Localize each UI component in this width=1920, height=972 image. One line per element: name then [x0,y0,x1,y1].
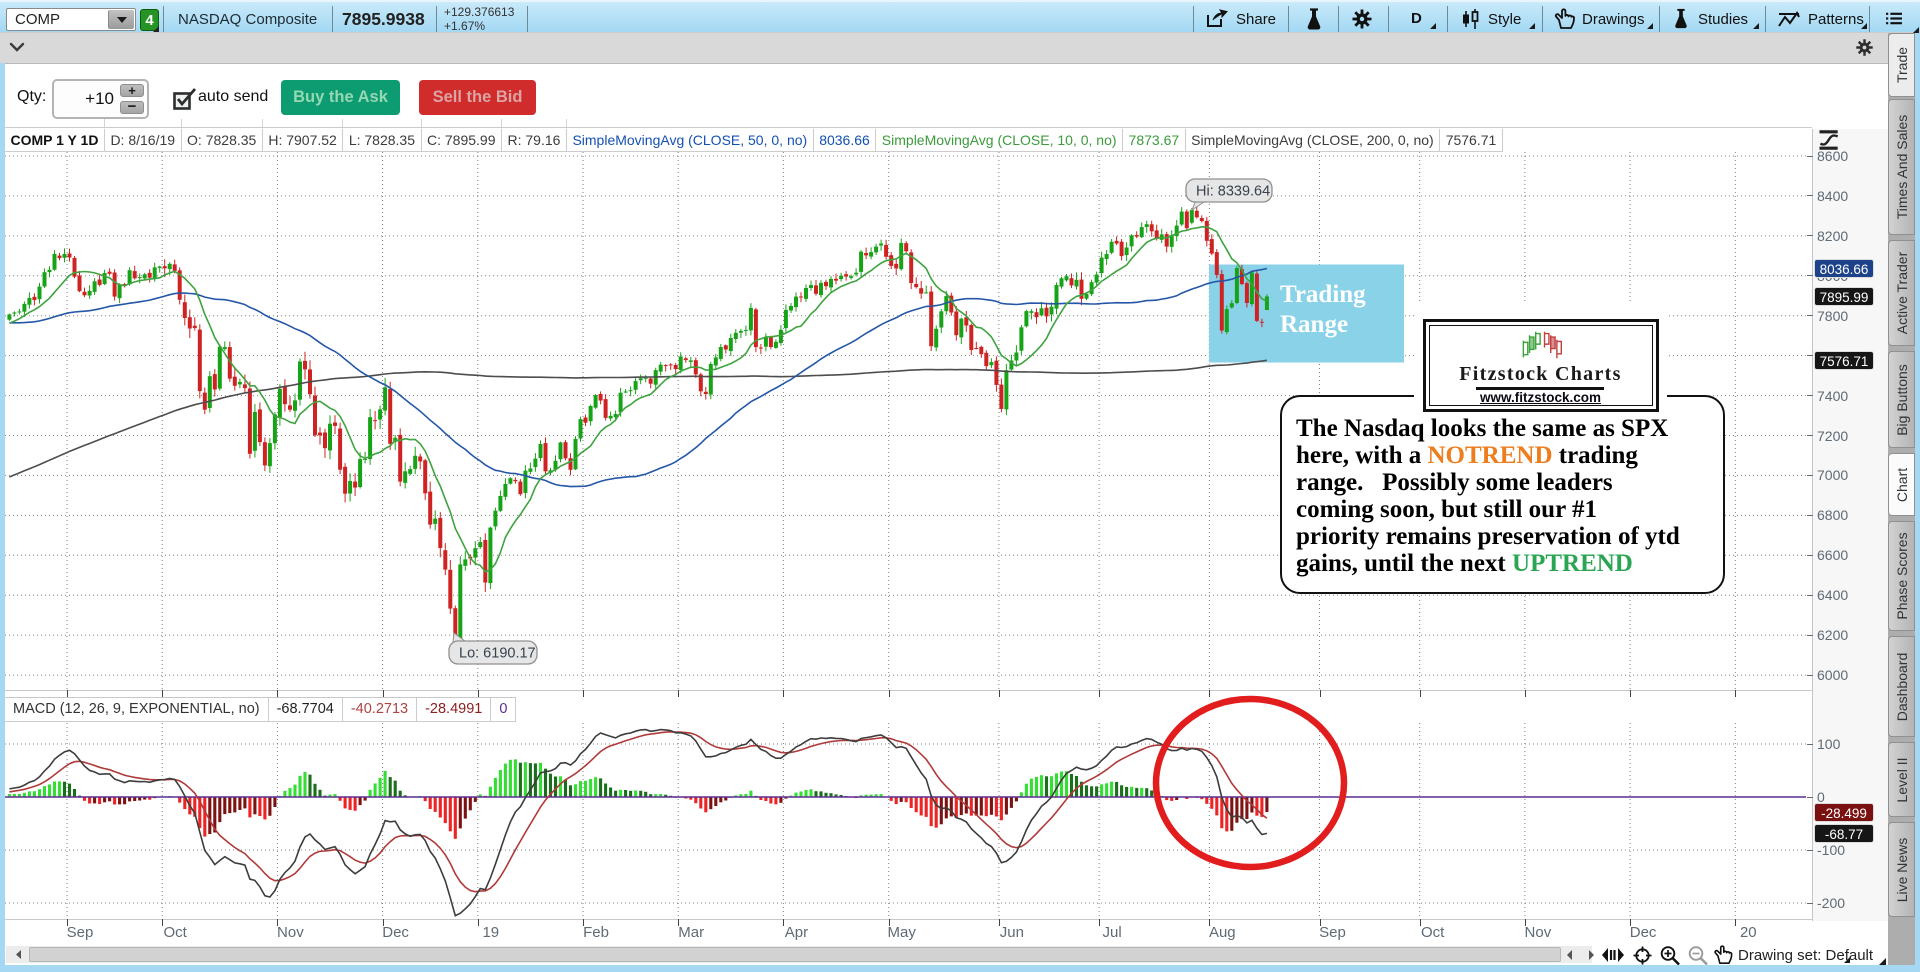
svg-text:Hi: 8339.64: Hi: 8339.64 [1196,184,1270,200]
svg-text:Lo: 6190.17: Lo: 6190.17 [459,646,536,662]
